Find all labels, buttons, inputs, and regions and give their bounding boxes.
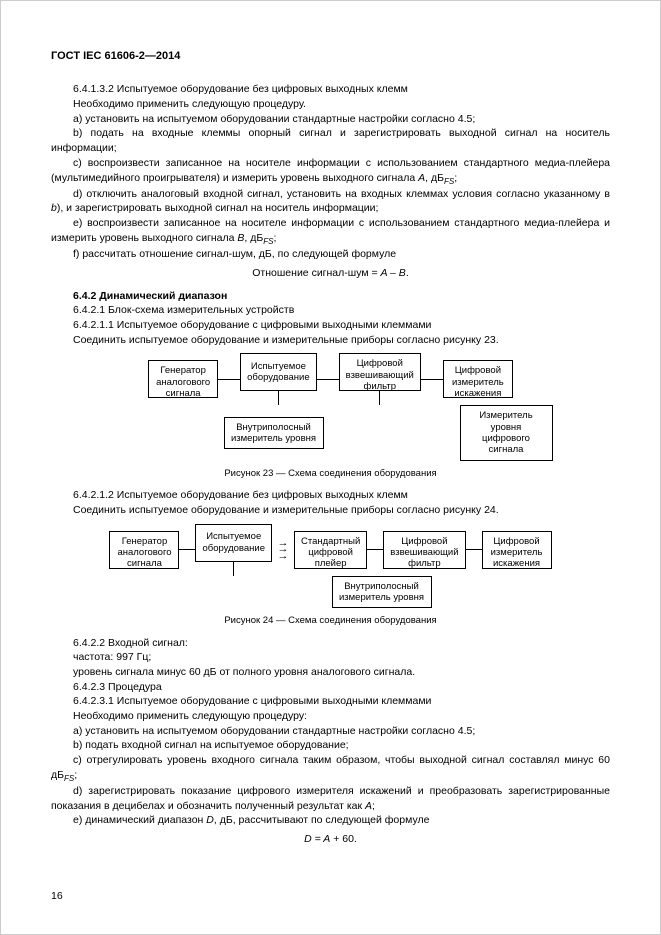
item-e: e) воспроизвести записанное на носителе … — [51, 216, 610, 247]
figure-24-caption: Рисунок 24 — Схема соединения оборудован… — [51, 614, 610, 627]
item-b: b) подать на входные клеммы опорный сигн… — [51, 126, 610, 155]
text: e) воспроизвести записанное на носителе … — [51, 217, 610, 244]
box-filter: Цифровойвзвешивающийфильтр — [339, 353, 421, 391]
box-distortion-meter: Цифровойизмерительискажения — [443, 360, 513, 398]
arrow-icon: →→→ — [272, 540, 294, 560]
text: d) зарегистрировать показание цифрового … — [51, 785, 610, 812]
var-a: A — [365, 800, 372, 812]
connector-v — [278, 391, 279, 405]
box-dut: Испытуемоеоборудование — [240, 353, 317, 391]
item-d: d) зарегистрировать показание цифрового … — [51, 784, 610, 813]
diagram-row-bottom: Внутриполосныйизмеритель уровня — [230, 576, 432, 609]
box-inband-meter: Внутриполосныйизмеритель уровня — [332, 576, 432, 609]
item-c: c) воспроизвести записанное на носителе … — [51, 156, 610, 187]
connector — [421, 379, 443, 380]
text: d) отключить аналоговый входной сигнал, … — [73, 188, 610, 200]
subscript: FS — [444, 177, 454, 186]
figure-23: Генератораналоговогосигнала Испытуемоеоб… — [51, 353, 610, 461]
item-c: c) отрегулировать уровень входного сигна… — [51, 753, 610, 784]
text: Соединить испытуемое оборудование и изме… — [51, 503, 610, 518]
text: ; — [74, 769, 77, 781]
doc-header: ГОСТ IEC 61606-2—2014 — [51, 49, 610, 64]
expr: D = A — [304, 833, 330, 845]
connector — [317, 379, 339, 380]
sec-6.4.2.3.1: 6.4.2.3.1 Испытуемое оборудование с цифр… — [51, 694, 610, 709]
text: + 60. — [330, 833, 357, 845]
subscript: FS — [64, 774, 74, 783]
subscript: FS — [263, 237, 273, 246]
document-page: ГОСТ IEC 61606-2—2014 6.4.1.3.2 Испытуем… — [0, 0, 661, 935]
intro-text: Необходимо применить следующую процедуру… — [51, 709, 610, 724]
connector — [367, 549, 383, 550]
connector-v — [233, 562, 234, 576]
formula-1: Отношение сигнал-шум = A – B. — [51, 266, 610, 281]
diagram-row-top: Генератораналоговогосигнала Испытуемоеоб… — [148, 353, 513, 405]
sec-6.4.2.1.1: 6.4.2.1.1 Испытуемое оборудование с цифр… — [51, 318, 610, 333]
box-generator: Генератораналоговогосигнала — [109, 531, 179, 569]
text: ; — [274, 232, 277, 244]
item-a: a) установить на испытуемом оборудовании… — [51, 112, 610, 127]
level-line: уровень сигнала минус 60 дБ от полного у… — [51, 665, 610, 680]
box-inband-meter: Внутриполосныйизмеритель уровня — [224, 417, 324, 450]
text: c) отрегулировать уровень входного сигна… — [51, 754, 610, 781]
item-b: b) подать входной сигнал на испытуемое о… — [51, 738, 610, 753]
text: . — [406, 267, 409, 279]
diagram-row-bottom: Внутриполосныйизмеритель уровня Измерите… — [109, 405, 553, 461]
box-distortion-meter: Цифровойизмерительискажения — [482, 531, 552, 569]
formula-2: D = A + 60. — [51, 832, 610, 847]
text: ; — [454, 172, 457, 184]
expr: A – B — [381, 267, 406, 279]
text: , дБ — [244, 232, 263, 244]
text: Соединить испытуемое оборудование и изме… — [51, 333, 610, 348]
connector — [466, 549, 482, 550]
text: , дБ — [425, 172, 444, 184]
diagram-row-top: Генератораналоговогосигнала Испытуемоеоб… — [109, 524, 551, 576]
var-d: D — [206, 814, 214, 826]
sec-6.4.2.3: 6.4.2.3 Процедура — [51, 680, 610, 695]
item-e: e) динамический диапазон D, дБ, рассчиты… — [51, 813, 610, 828]
figure-23-caption: Рисунок 23 — Схема соединения оборудован… — [51, 467, 610, 480]
text: ; — [372, 800, 375, 812]
text: c) воспроизвести записанное на носителе … — [51, 157, 610, 184]
intro-text: Необходимо применить следующую процедуру… — [51, 97, 610, 112]
connector-v — [379, 391, 380, 405]
freq-line: частота: 997 Гц; — [51, 650, 610, 665]
text: ), и зарегистрировать выходной сигнал на… — [57, 202, 379, 214]
sec-6.4.2.1.2: 6.4.2.1.2 Испытуемое оборудование без ци… — [51, 488, 610, 503]
sec-6.4.2: 6.4.2 Динамический диапазон — [51, 289, 610, 304]
text: Отношение сигнал-шум = — [252, 267, 380, 279]
box-dut: Испытуемоеоборудование — [195, 524, 272, 562]
item-d: d) отключить аналоговый входной сигнал, … — [51, 187, 610, 216]
figure-24: Генератораналоговогосигнала Испытуемоеоб… — [51, 524, 610, 609]
connector — [218, 379, 240, 380]
text: , дБ, рассчитывают по следующей формуле — [214, 814, 430, 826]
box-std-player: Стандартныйцифровойплейер — [294, 531, 367, 569]
text: e) динамический диапазон — [73, 814, 206, 826]
box-filter: Цифровойвзвешивающийфильтр — [383, 531, 465, 569]
box-generator: Генератораналоговогосигнала — [148, 360, 218, 398]
box-level-meter: Измерительуровня цифровогосигнала — [460, 405, 553, 461]
item-f: f) рассчитать отношение сигнал-шум, дБ, … — [51, 247, 610, 262]
item-a: a) установить на испытуемом оборудовании… — [51, 724, 610, 739]
sec-6.4.2.2: 6.4.2.2 Входной сигнал: — [51, 636, 610, 651]
sec-6.4.1.3.2-title: 6.4.1.3.2 Испытуемое оборудование без ци… — [51, 82, 610, 97]
sec-6.4.2.1: 6.4.2.1 Блок-схема измерительных устройс… — [51, 303, 610, 318]
connector — [179, 549, 195, 550]
page-number: 16 — [51, 889, 63, 904]
